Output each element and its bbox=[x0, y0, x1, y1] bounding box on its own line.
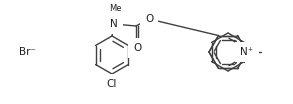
Text: O: O bbox=[145, 14, 153, 24]
Text: N: N bbox=[110, 19, 118, 29]
Text: Br⁻: Br⁻ bbox=[20, 47, 37, 57]
Text: N⁺: N⁺ bbox=[240, 47, 254, 57]
Text: O: O bbox=[133, 43, 141, 53]
Text: Cl: Cl bbox=[107, 79, 117, 89]
Text: Me: Me bbox=[109, 4, 121, 13]
